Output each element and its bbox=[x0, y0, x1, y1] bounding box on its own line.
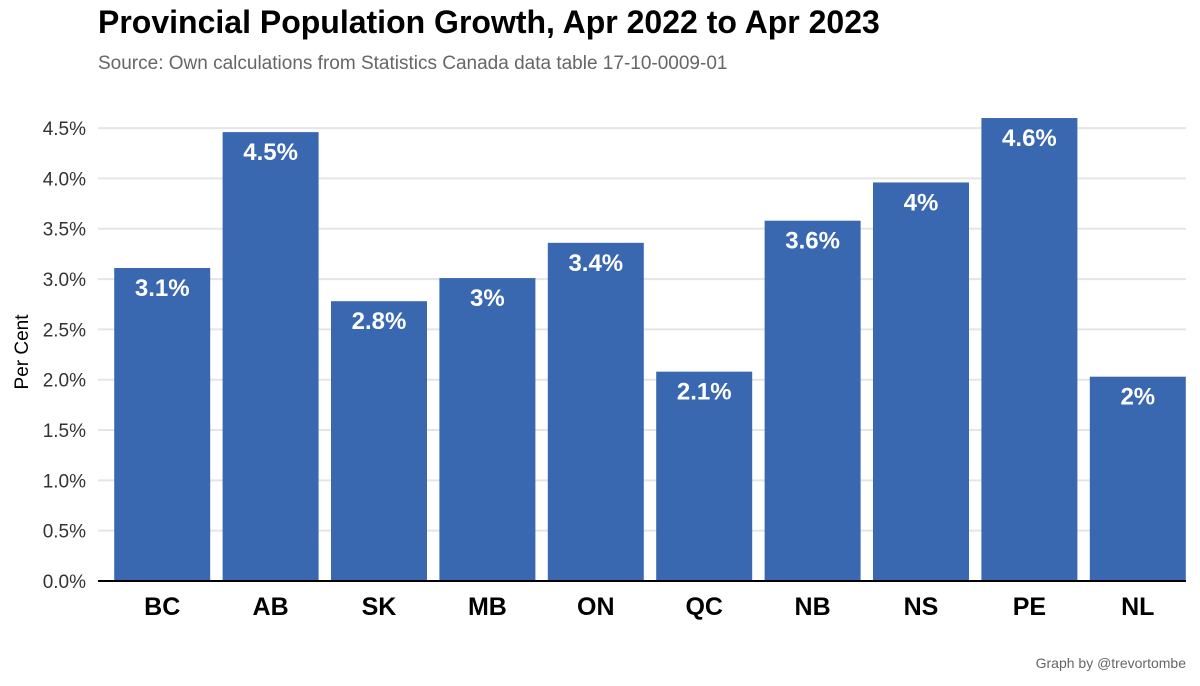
y-tick-label: 1.5% bbox=[43, 421, 86, 442]
data-label-on: 3.4% bbox=[568, 250, 623, 277]
x-tick-labels: BC AB SK MB ON QC NB NS PE NL bbox=[144, 593, 1154, 621]
bar-sk bbox=[331, 301, 427, 581]
x-tick-label-ns: NS bbox=[904, 593, 939, 621]
data-label-pe: 4.6% bbox=[1002, 125, 1057, 152]
x-tick-label-mb: MB bbox=[468, 593, 507, 621]
y-tick-label: 4.0% bbox=[43, 169, 86, 190]
data-label-nl: 2% bbox=[1120, 384, 1155, 411]
y-tick-label: 1.0% bbox=[43, 471, 86, 492]
data-label-ab: 4.5% bbox=[243, 139, 298, 166]
bar-qc bbox=[656, 371, 753, 581]
caption: Graph by @trevortombe bbox=[1035, 655, 1186, 671]
bar-ns bbox=[873, 182, 969, 581]
y-tick-label: 2.5% bbox=[43, 320, 86, 341]
y-tick-label: 3.0% bbox=[43, 270, 86, 291]
x-tick-label-nl: NL bbox=[1121, 593, 1154, 621]
bar-pe bbox=[981, 118, 1078, 581]
y-tick-label: 0.5% bbox=[43, 522, 86, 543]
y-tick-labels: 0.0% 0.5% 1.0% 1.5% 2.0% 2.5% 3.0% 3.5% 4.0% 4.5% bbox=[43, 119, 86, 593]
bar-mb bbox=[439, 278, 536, 581]
bar-bc bbox=[114, 267, 211, 581]
data-label-nb: 3.6% bbox=[785, 228, 840, 255]
bars-layer bbox=[114, 118, 1186, 582]
data-label-ns: 4% bbox=[904, 189, 939, 216]
x-tick-label-qc: QC bbox=[685, 593, 723, 621]
chart-subtitle: Source: Own calculations from Statistics… bbox=[98, 53, 728, 74]
chart-title: Provincial Population Growth, Apr 2022 t… bbox=[98, 4, 880, 40]
data-label-mb: 3% bbox=[470, 285, 505, 312]
data-label-qc: 2.1% bbox=[677, 379, 732, 406]
y-tick-label: 4.5% bbox=[43, 119, 86, 140]
y-tick-label: 3.5% bbox=[43, 220, 86, 241]
bar-on bbox=[547, 242, 644, 581]
x-tick-label-nb: NB bbox=[795, 593, 831, 621]
x-tick-label-ab: AB bbox=[253, 593, 289, 621]
x-tick-label-on: ON bbox=[577, 593, 615, 621]
x-tick-label-sk: SK bbox=[362, 593, 397, 621]
data-label-sk: 2.8% bbox=[352, 308, 407, 335]
bar-nb bbox=[764, 220, 861, 582]
bar-nl bbox=[1089, 376, 1186, 581]
data-labels-layer: 3.1% 4.5% 2.8% 3% 3.4% 2.1% 3.6% 4% 4.6% 2% bbox=[135, 125, 1155, 411]
y-tick-label: 0.0% bbox=[43, 572, 86, 593]
y-tick-label: 2.0% bbox=[43, 371, 86, 392]
data-label-bc: 3.1% bbox=[135, 275, 190, 302]
y-axis-label: Per Cent bbox=[12, 314, 33, 390]
x-tick-label-pe: PE bbox=[1013, 593, 1046, 621]
x-tick-label-bc: BC bbox=[144, 593, 180, 621]
bar-ab bbox=[222, 132, 319, 582]
